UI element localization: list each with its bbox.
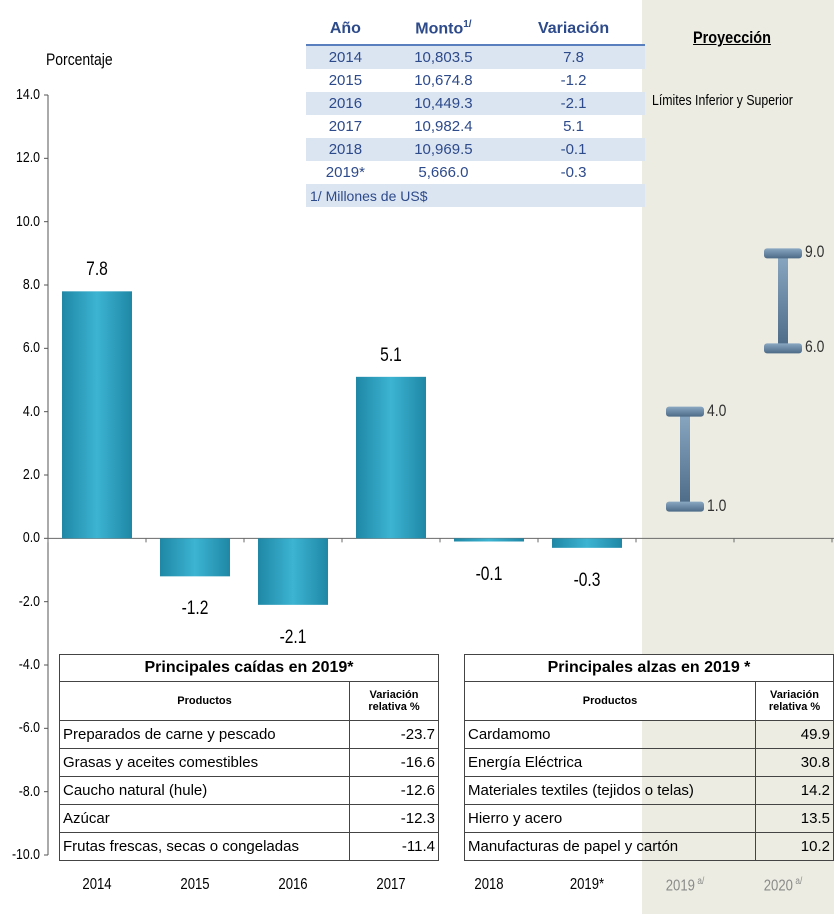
table-row: Materiales textiles (tejidos o telas) 14.… [464, 776, 834, 805]
projection-value-label: 1.0 [707, 495, 727, 515]
projection-x-label: 2020 a/ [763, 876, 803, 895]
bar-2016 [258, 538, 328, 605]
bar-2015 [160, 538, 230, 577]
table-row: Cardamomo 49.9 [464, 720, 834, 749]
projection-stem [778, 253, 788, 349]
projection-cap-high [764, 248, 802, 259]
header-year: Año [306, 14, 385, 46]
table-row: Caucho natural (hule) -12.6 [59, 776, 439, 805]
bar-value-label: 5.1 [380, 344, 402, 366]
falls-table: Principales caídas en 2019* Productos Va… [59, 654, 439, 861]
projection-value-label: 4.0 [707, 400, 727, 420]
x-tick-label: 2017 [376, 876, 406, 893]
projection-cap-low [764, 343, 802, 354]
table-note-row: 1/ Millones de US$ [306, 184, 645, 207]
rises-table: Principales alzas en 2019 * Productos Va… [464, 654, 834, 861]
bar-2014 [62, 291, 132, 539]
bar-2018 [454, 538, 524, 542]
header-variation: Variación [502, 14, 645, 46]
table-row: 2018 10,969.5 -0.1 [306, 138, 645, 161]
x-tick-label: 2018 [474, 876, 504, 893]
y-axis-title: Porcentaje [46, 50, 113, 69]
table-row: Preparados de carne y pescado -23.7 [59, 720, 439, 749]
y-tick-label: 10.0 [16, 212, 40, 230]
table-row: Grasas y aceites comestibles -16.6 [59, 748, 439, 777]
bar-value-label: -1.2 [181, 598, 209, 620]
falls-col-variation: Variación relativa % [349, 681, 439, 721]
projection-x-label: 2019 a/ [665, 876, 705, 895]
y-tick-label: 14.0 [16, 86, 40, 103]
falls-col-product: Productos [59, 681, 350, 721]
projection-stem [680, 411, 690, 507]
bar-value-label: -2.1 [279, 626, 307, 648]
y-tick-label: -8.0 [18, 782, 40, 800]
y-tick-label: -2.0 [18, 592, 40, 610]
table-row: 2017 10,982.4 5.1 [328, 118, 584, 135]
y-tick-label: -4.0 [18, 656, 40, 673]
bar-value-label: -0.1 [475, 563, 503, 585]
projection-cap-low [666, 501, 704, 512]
y-tick-label: -10.0 [11, 846, 40, 863]
table-row: Azúcar -12.3 [59, 804, 439, 833]
annual-data-table: Año Monto1/ Variación 2014 10,803.5 7.8 20… [306, 14, 645, 207]
bar-2017 [356, 376, 426, 539]
bar-2019* [552, 538, 622, 548]
x-tick-label: 2014 [82, 876, 112, 893]
x-tick-label: 2016 [278, 876, 308, 893]
y-tick-label: 12.0 [16, 149, 40, 167]
projection-cap-high [666, 406, 704, 417]
header-amount: Monto1/ [384, 14, 503, 46]
y-tick-label: 2.0 [22, 466, 40, 483]
table-row: 2015 10,674.8 -1.2 [328, 72, 587, 89]
x-tick-label: 2015 [180, 876, 210, 893]
rises-col-product: Productos [464, 681, 756, 721]
y-tick-label: -6.0 [18, 719, 40, 737]
rises-col-variation: Variación relativa % [755, 681, 834, 721]
table-row: 2016 10,449.3 -2.1 [306, 92, 645, 115]
table-row: Manufacturas de papel y cartón 10.2 [464, 832, 834, 861]
x-tick-label: 2019* [569, 876, 605, 893]
projection-title: Proyección [693, 28, 771, 47]
y-tick-label: 8.0 [22, 276, 40, 293]
table-note: 1/ Millones de US$ [306, 184, 645, 207]
y-tick-label: 4.0 [22, 402, 40, 420]
projection-value-label: 6.0 [805, 337, 825, 357]
y-tick-label: 0.0 [22, 529, 40, 547]
table-row: 2019* 5,666.0 -0.3 [325, 164, 587, 181]
table-row: 2014 10,803.5 7.8 [306, 45, 645, 69]
falls-title: Principales caídas en 2019* [59, 654, 439, 682]
projection-subtitle: Límites Inferior y Superior [652, 92, 793, 109]
projection-value-label: 9.0 [805, 242, 825, 262]
table-row: Energía Eléctrica 30.8 [464, 748, 834, 777]
rises-title: Principales alzas en 2019 * [464, 654, 834, 682]
table-row: Frutas frescas, secas o congeladas -11.4 [59, 832, 439, 861]
y-tick-label: 6.0 [22, 339, 40, 357]
bar-value-label: -0.3 [573, 569, 601, 591]
bar-value-label: 7.8 [86, 259, 108, 281]
table-row: Hierro y acero 13.5 [464, 804, 834, 833]
